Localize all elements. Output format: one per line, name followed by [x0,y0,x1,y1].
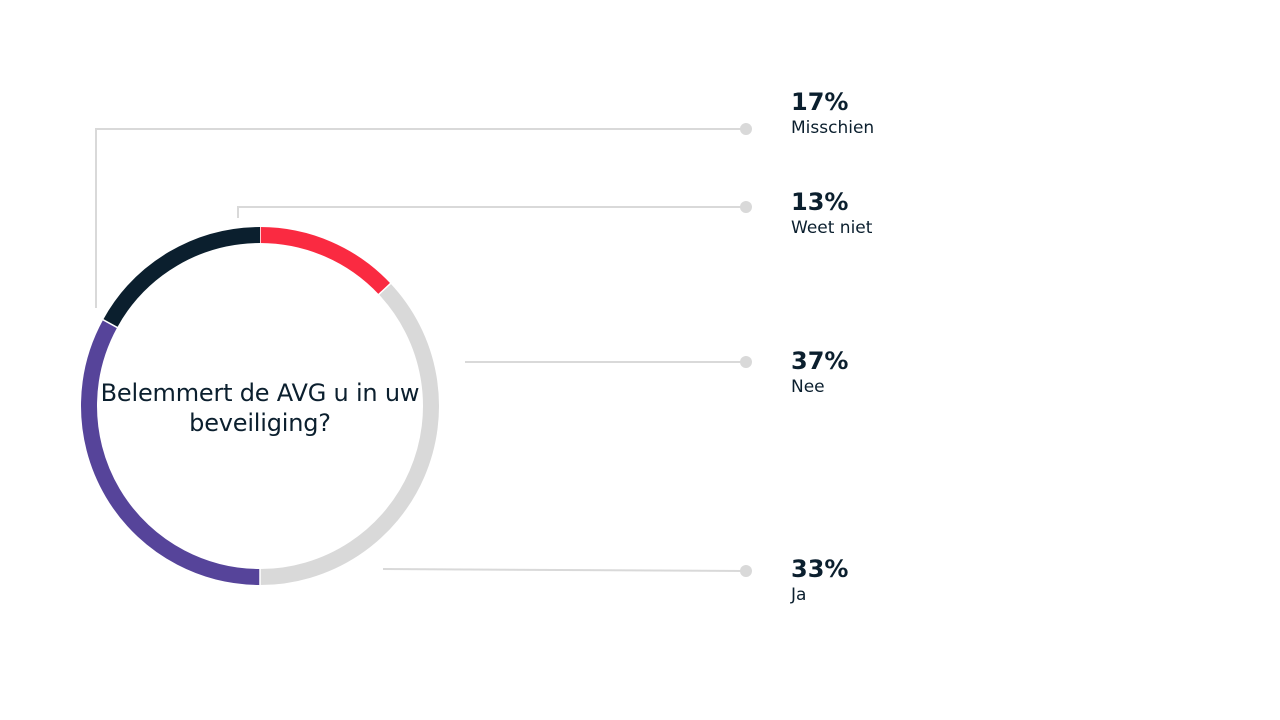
leader-misschien-line [95,128,746,308]
legend-item-nee: 37% Nee [791,347,1051,398]
legend-item-misschien: 17% Misschien [791,88,1051,139]
slice-separator [377,282,392,296]
legend-item-ja: 33% Ja [791,555,1051,606]
slice-separator [101,318,119,329]
slice-nee [259,283,439,585]
legend-percent: 33% [791,555,849,583]
legend-label: Nee [791,377,825,397]
leader-weet-niet-line [237,206,746,218]
leader-weet-niet-dot [740,201,752,213]
legend-percent: 13% [791,188,849,216]
legend-label: Ja [791,585,807,605]
legend-percent: 17% [791,88,849,116]
legend-percent: 37% [791,347,849,375]
chart-title: Belemmert de AVG u in uw beveiliging? [100,379,420,437]
legend-label: Weet niet [791,218,873,238]
slice-ja [81,319,261,585]
slice-misschien [103,227,261,328]
leader-misschien-dot [740,123,752,135]
legend-label: Misschien [791,118,875,138]
leader-ja-line [382,568,747,572]
slice-weet-niet [259,227,391,295]
leader-nee-dot [740,356,752,368]
legend-item-weet-niet: 13% Weet niet [791,188,1051,239]
leader-ja-dot [740,565,752,577]
